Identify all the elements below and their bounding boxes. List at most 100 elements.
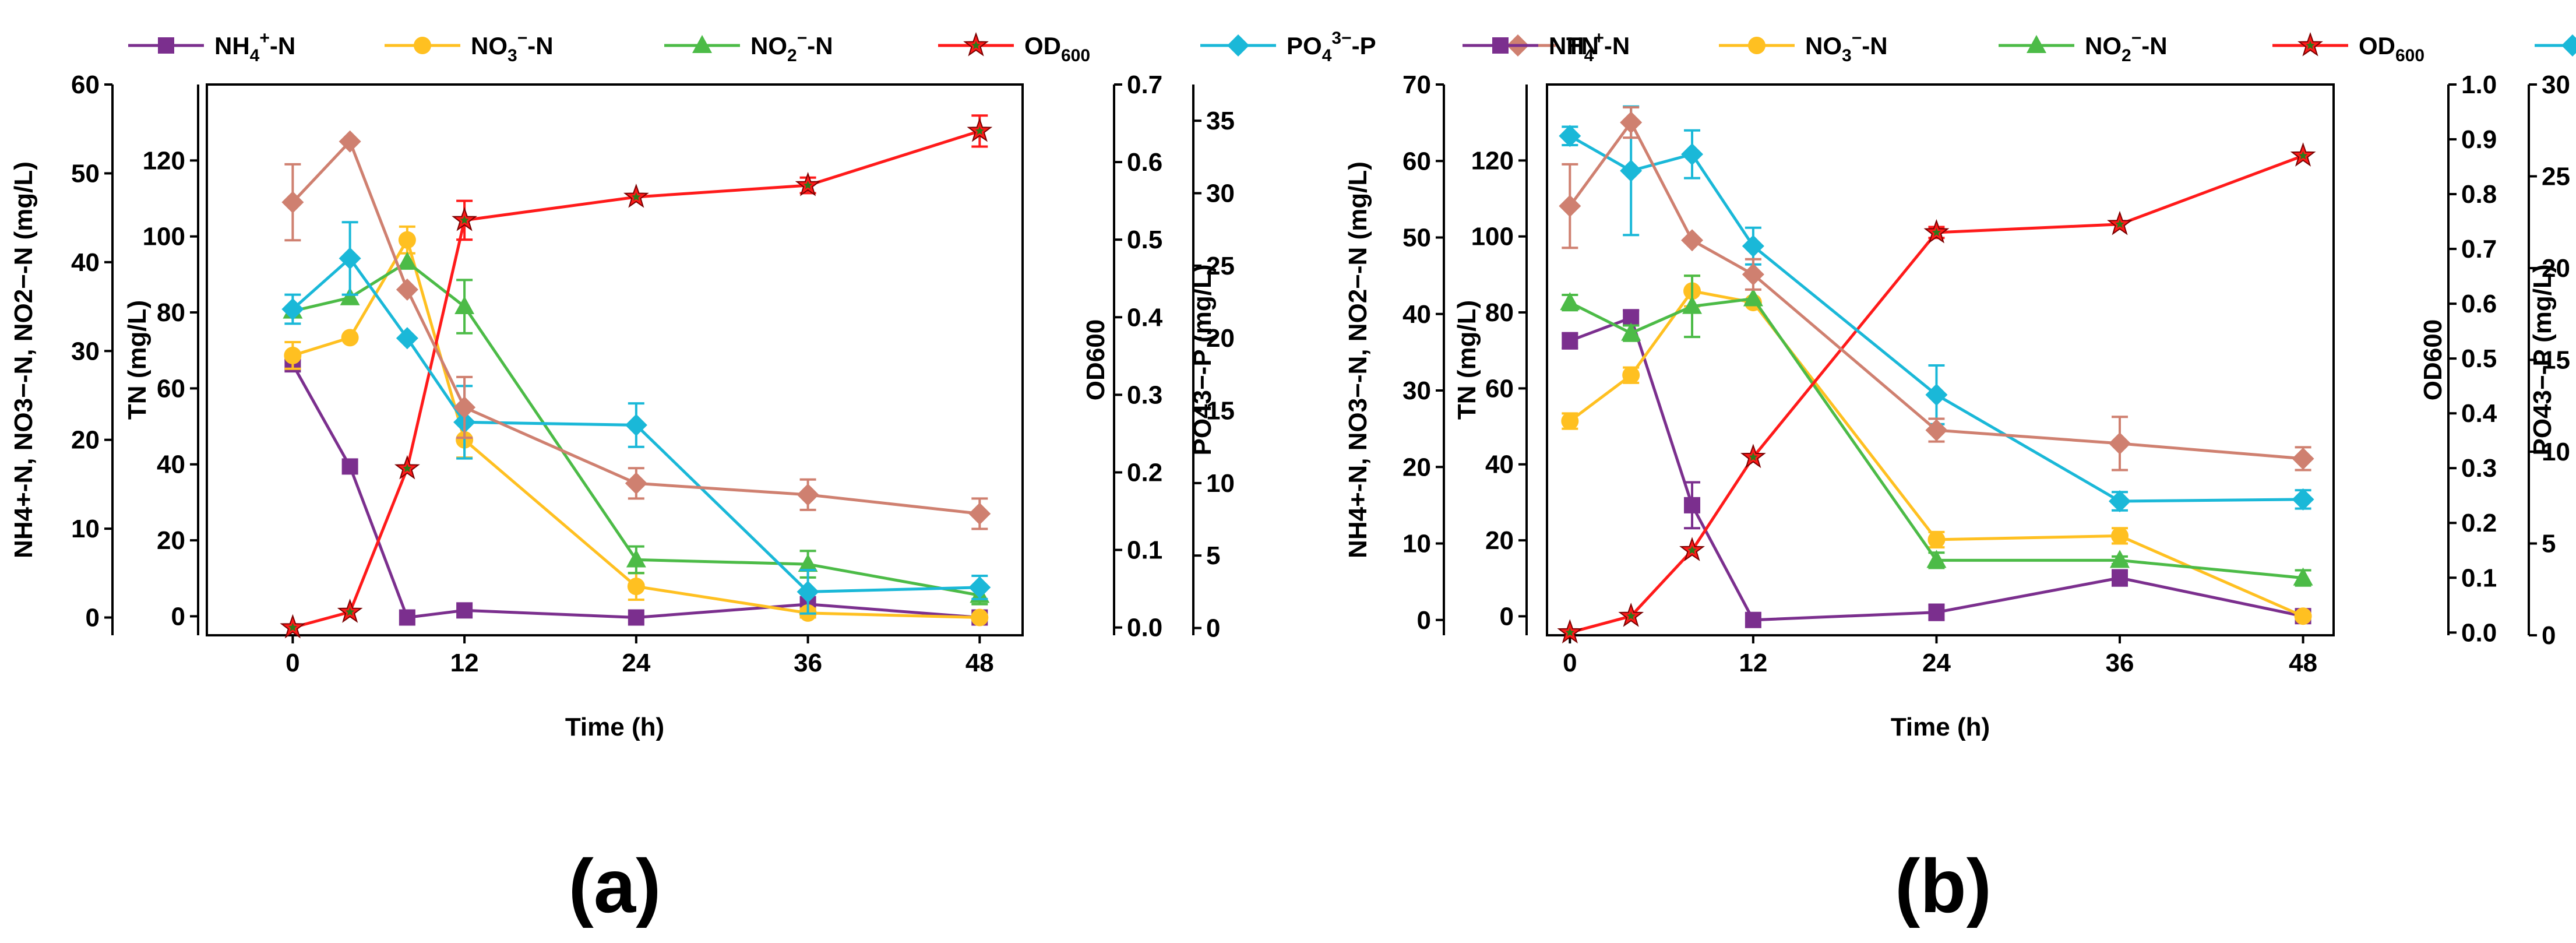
left-axis-tick-label: 40: [1402, 300, 1431, 329]
left-axis-tick-label: 0: [1417, 606, 1431, 635]
data-point-no2: [340, 287, 360, 305]
legend-item-no2: NO2−-N: [1999, 29, 2168, 65]
data-point-od-center: [975, 126, 984, 135]
tn-axis-tick-label: 100: [1471, 223, 1514, 251]
po4-axis-tick-label: 5: [1206, 541, 1220, 570]
po4-axis-tick-label: 35: [1206, 107, 1235, 135]
od-axis-tick-label: 0.0: [1127, 614, 1162, 642]
left-axis-tick-label: 70: [1402, 71, 1431, 99]
legend-item-po4: PO43−-P: [2535, 34, 2576, 57]
tn-axis-title: TN (mg/L): [123, 300, 151, 420]
legend-item-no3: NO3−-N: [1719, 29, 1888, 65]
data-point-no3: [284, 346, 302, 364]
tn-axis-tick-label: 60: [157, 374, 185, 403]
data-point-no2: [454, 296, 475, 315]
data-point-no3: [1622, 366, 1640, 384]
tn-axis-tick-label: 80: [157, 298, 185, 327]
po4-axis-tick-label: 30: [2542, 71, 2570, 99]
od-axis-tick-label: 0.7: [2461, 235, 2497, 263]
data-point-tn: [2109, 432, 2131, 455]
legend-item-no3: NO3−-N: [385, 29, 554, 65]
data-point-tn: [1742, 263, 1764, 286]
legend-item-po4: PO43−-P: [1200, 29, 1376, 65]
tn-axis-tick-label: 60: [1485, 374, 1514, 403]
data-point-no2: [2110, 550, 2130, 568]
left-axis-tick-label: 50: [1402, 224, 1431, 252]
left-axis-tick-label: 30: [1402, 377, 1431, 405]
x-axis-label: Time (h): [565, 713, 664, 741]
x-tick-label: 0: [286, 649, 299, 677]
legend-marker: [1492, 37, 1509, 54]
tn-axis-tick-label: 20: [157, 526, 185, 555]
data-point-no3: [341, 329, 359, 347]
data-point-po4: [625, 414, 647, 437]
legend-marker-center: [2306, 41, 2315, 50]
data-point-tn: [1559, 195, 1581, 217]
legend-marker: [414, 37, 431, 54]
left-axis-tick-label: 40: [71, 248, 100, 277]
data-point-po4: [281, 298, 304, 321]
data-point-no3: [1927, 530, 1946, 548]
od-axis-tick-label: 0.2: [2461, 509, 2497, 537]
data-point-od-center: [346, 607, 355, 616]
po4-axis-tick-label: 15: [2542, 346, 2570, 375]
legend-item-no2: NO2−-N: [664, 29, 833, 65]
data-point-tn: [453, 396, 476, 418]
data-point-tn: [2292, 447, 2314, 470]
legend-item-nh4: NH4+-N: [128, 29, 295, 65]
data-point-nh4: [1684, 497, 1701, 513]
data-point-no3: [2111, 527, 2129, 545]
data-point-nh4: [399, 609, 415, 626]
data-point-po4: [339, 247, 361, 270]
left-axis-title: NH4+-N, NO3−-N, NO2−-N (mg/L): [1344, 161, 1372, 558]
data-point-no3: [398, 231, 416, 249]
tn-axis-tick-label: 20: [1485, 526, 1514, 555]
x-tick-label: 36: [2106, 649, 2134, 677]
tn-axis-tick-label: 40: [157, 451, 185, 479]
legend-label: OD600: [2359, 32, 2425, 65]
data-point-tn: [339, 130, 361, 153]
data-point-no2: [798, 554, 818, 572]
x-tick-label: 48: [965, 649, 994, 677]
tn-axis-title: TN (mg/L): [1453, 300, 1481, 420]
left-axis-tick-label: 60: [1402, 147, 1431, 175]
data-point-po4: [1620, 160, 1643, 182]
panel-label: (a): [569, 843, 661, 928]
legend-marker: [1227, 34, 1249, 57]
po4-axis-tick-label: 30: [1206, 180, 1235, 208]
od-axis-tick-label: 0.4: [1127, 303, 1163, 332]
data-point-no3: [627, 578, 645, 596]
data-point-od-center: [2299, 151, 2308, 160]
od-axis-title: OD600: [2419, 319, 2447, 400]
data-point-no2: [1682, 295, 1703, 314]
data-point-no3: [1561, 412, 1579, 430]
legend-label: NO2−-N: [2085, 29, 2168, 65]
po4-axis-tick-label: 10: [2542, 438, 2570, 466]
data-point-no2: [1926, 550, 1947, 568]
data-point-od-center: [1565, 628, 1574, 636]
po4-axis-tick-label: 25: [2542, 163, 2570, 191]
legend-marker: [158, 37, 174, 54]
legend-marker: [1748, 37, 1766, 54]
data-point-po4: [968, 576, 991, 599]
data-point-tn: [968, 502, 991, 525]
plot-frame: [1546, 83, 2335, 636]
left-axis-tick-label: 50: [71, 159, 100, 188]
od-axis-tick-label: 0.0: [2461, 618, 2497, 647]
data-point-no2: [626, 549, 646, 568]
x-tick-label: 24: [622, 649, 650, 677]
data-point-po4: [1559, 125, 1581, 147]
legend-label: TN: [1566, 32, 1599, 59]
od-axis-tick-label: 0.9: [2461, 125, 2497, 154]
od-axis-tick-label: 0.1: [2461, 564, 2497, 592]
data-point-od-center: [460, 215, 469, 224]
panel-label: (b): [1895, 843, 1992, 928]
data-point-po4: [1681, 143, 1704, 166]
data-point-po4: [2292, 488, 2314, 511]
legend-label: NH4+-N: [214, 29, 295, 65]
data-point-tn: [281, 191, 304, 214]
data-point-od-center: [1749, 452, 1758, 461]
data-point-po4: [1742, 235, 1764, 258]
left-axis-tick-label: 20: [71, 426, 100, 455]
data-point-po4: [2109, 490, 2131, 513]
